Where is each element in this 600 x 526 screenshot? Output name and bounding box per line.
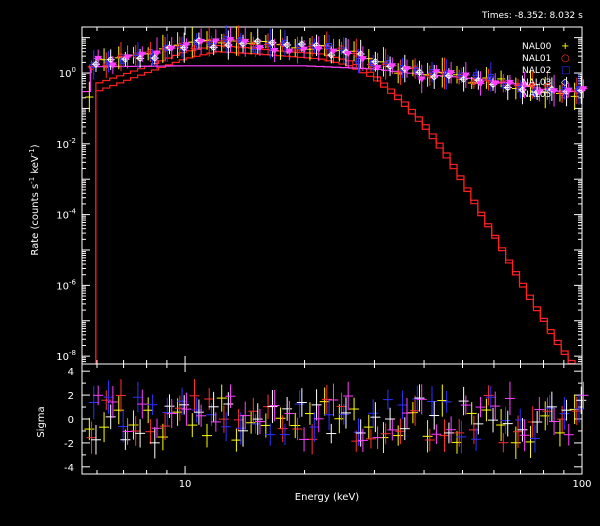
series-NAL05 — [94, 26, 588, 107]
marker-triangle — [153, 50, 161, 57]
marker-triangle — [241, 38, 250, 46]
marker-triangle — [550, 88, 558, 95]
marker-triangle — [564, 87, 573, 95]
marker-circle — [470, 79, 477, 86]
marker-triangle — [461, 72, 470, 79]
marker-triangle — [388, 63, 397, 70]
marker-triangle — [211, 38, 220, 45]
marker-triangle — [300, 46, 308, 54]
marker-triangle — [108, 62, 117, 69]
marker-triangle — [270, 48, 279, 55]
lower-y-tick-label: 2 — [68, 391, 74, 402]
residuals-NAL03 — [90, 384, 587, 459]
marker-triangle — [432, 69, 441, 76]
marker-triangle — [520, 82, 529, 89]
marker-triangle — [138, 51, 147, 59]
legend-entry-NAL02: NAL02 — [522, 66, 551, 76]
marker-triangle — [256, 45, 264, 52]
marker-triangle — [329, 48, 338, 56]
tick-exponent: -8 — [69, 349, 76, 357]
residuals-NAL01 — [86, 379, 582, 455]
upper-y-tick-label: 10-4 — [56, 208, 76, 222]
residuals-NAL02 — [88, 380, 585, 454]
marker-triangle — [506, 79, 514, 87]
upper-y-tick-label: 10-2 — [56, 137, 76, 151]
series-NAL01 — [87, 25, 581, 105]
tick-exponent: -4 — [69, 208, 77, 216]
marker-triangle — [476, 80, 485, 88]
x-axis-label: Energy (keV) — [295, 492, 360, 503]
tick-exponent: -6 — [69, 278, 77, 286]
marker-square — [487, 73, 494, 80]
residuals-NAL00 — [84, 384, 580, 459]
upper-y-tick-label: 10-6 — [56, 278, 76, 292]
marker-triangle — [226, 37, 235, 44]
lower-y-tick-label: 0 — [68, 415, 74, 426]
x-tick-label: 100 — [572, 479, 591, 490]
residuals-NAL05 — [93, 381, 589, 453]
legend-marker-NAL00: + — [561, 41, 569, 52]
lower-y-tick-label: -4 — [64, 463, 74, 474]
lower-y-axis-label: Sigma — [36, 406, 47, 437]
tick-base: 10 — [56, 281, 69, 292]
series-NAL00 — [85, 26, 579, 113]
lower-y-tick-label: 4 — [68, 367, 74, 378]
marker-triangle — [403, 66, 411, 73]
legend-entry-NAL05: NAL05 — [522, 90, 551, 100]
marker-triangle — [182, 42, 191, 49]
upper-y-axis-label: Rate (counts s-1 keV-1) — [28, 144, 41, 255]
marker-triangle — [491, 80, 500, 88]
ylabel-sup-1: -1 — [28, 177, 36, 184]
marker-triangle — [94, 55, 103, 63]
marker-square — [326, 43, 333, 50]
tick-base: 10 — [56, 211, 69, 222]
tick-base: 10 — [56, 140, 69, 151]
model-line-dim — [95, 51, 576, 364]
marker-triangle — [197, 38, 206, 46]
legend-marker-NAL02: □ — [561, 65, 570, 76]
marker-triangle — [373, 64, 382, 72]
ylabel-sup-2: -1 — [28, 148, 36, 155]
lower-panel: 10 100 4 2 0 -2 -4 — [64, 363, 592, 490]
marker-triangle — [417, 76, 426, 83]
tick-base: 10 — [56, 352, 69, 363]
ylabel-part-2: keV — [30, 155, 41, 177]
marker-triangle — [123, 54, 132, 61]
marker-triangle — [285, 48, 294, 56]
model-line-bright — [95, 44, 576, 364]
legend-marker-NAL03: ◇ — [561, 77, 569, 88]
ylabel-part-1: Rate (counts s — [30, 184, 41, 256]
marker-triangle — [344, 50, 353, 58]
time-label: Times: -8.352: 8.032 s — [481, 11, 583, 21]
upper-y-tick-label: 100 — [59, 66, 76, 80]
legend-entry-NAL01: NAL01 — [522, 54, 551, 64]
legend-marker-NAL01: ○ — [561, 53, 570, 64]
tick-base: 10 — [59, 69, 72, 80]
upper-y-tick-label: 10-8 — [56, 349, 76, 363]
lower-y-tick-label: -2 — [64, 439, 74, 450]
legend-entry-NAL03: NAL03 — [522, 78, 551, 88]
marker-circle — [529, 81, 536, 88]
marker-triangle — [535, 89, 544, 96]
marker-triangle — [358, 56, 367, 63]
series-NAL02 — [89, 24, 584, 105]
tick-exponent: -2 — [69, 137, 76, 145]
marker-triangle — [167, 45, 176, 53]
legend-marker-NAL05: △ — [561, 89, 569, 100]
upper-frame — [81, 26, 583, 365]
marker-triangle — [314, 46, 323, 53]
tick-exponent: 0 — [72, 66, 76, 74]
x-tick-label: 10 — [179, 479, 192, 490]
ylabel-part-3: ) — [30, 144, 41, 148]
marker-triangle — [579, 86, 588, 93]
legend-entry-NAL00: NAL00 — [522, 42, 552, 52]
marker-triangle — [447, 70, 456, 77]
